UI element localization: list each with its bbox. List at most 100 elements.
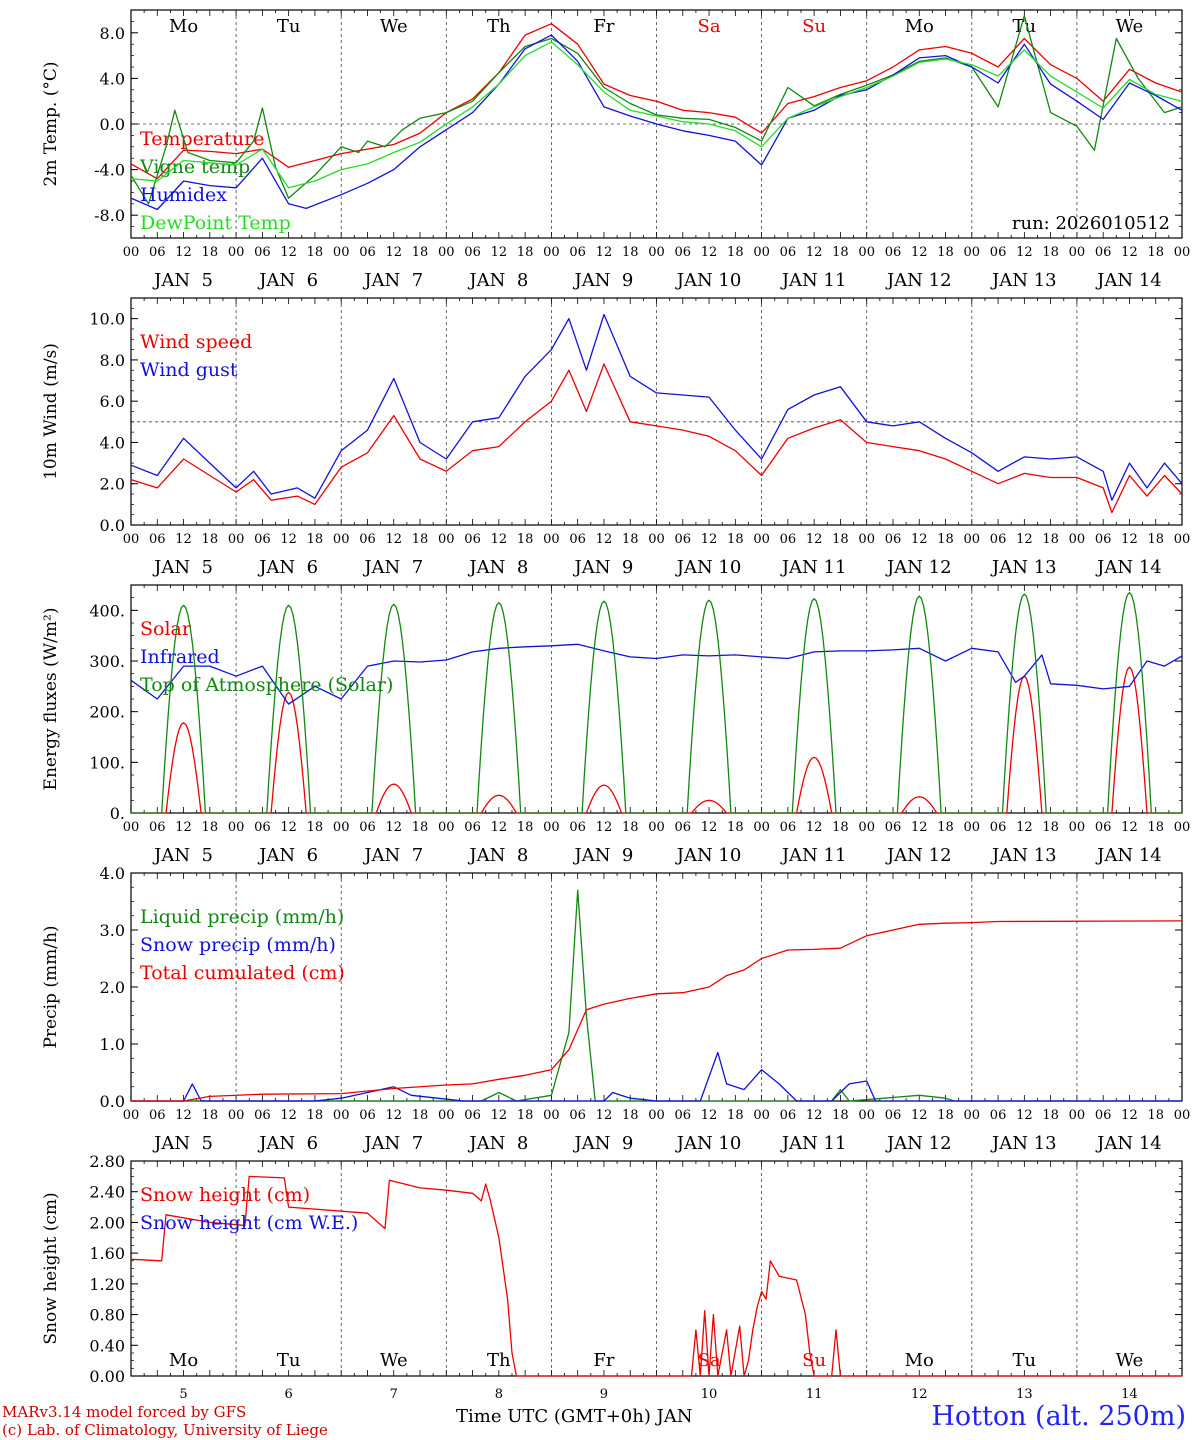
energy-y-tick-label: 100. — [89, 753, 125, 772]
energy-hour-label: 12 — [806, 820, 823, 835]
precip-hour-label: 00 — [333, 1108, 350, 1123]
wind-hour-label: 06 — [675, 532, 692, 547]
wind-hour-label: 12 — [806, 532, 823, 547]
energy-y-tick-label: 400. — [89, 601, 125, 620]
precip-y-axis-label: Precip (mm/h) — [41, 925, 61, 1048]
temp-hour-label: 18 — [937, 245, 954, 260]
precip-hour-label: 06 — [675, 1108, 692, 1123]
wind-series-line-wind-gust — [130, 313, 1183, 501]
weekday-label: Su — [802, 16, 826, 37]
temp-hour-label: 06 — [780, 245, 797, 260]
temp-hour-label: 18 — [832, 245, 849, 260]
precip-series-line-snow-precip-mm-h- — [131, 1051, 1182, 1102]
precip-y-tick-label: 1.0 — [100, 1035, 125, 1054]
precip-hour-label: 06 — [569, 1108, 586, 1123]
precip-hour-label: 18 — [412, 1108, 429, 1123]
weekday-label: Sa — [698, 16, 721, 37]
precip-hour-label: 12 — [491, 1108, 508, 1123]
wind-hour-label: 18 — [937, 532, 954, 547]
energy-hour-label: 00 — [543, 820, 560, 835]
energy-hour-label: 12 — [175, 820, 192, 835]
precip-date-label: JAN 12 — [885, 1133, 952, 1154]
weekday-label: Tu — [1013, 1350, 1037, 1371]
temp-legend-entry: Vigne temp — [139, 156, 250, 178]
wind-hour-label: 06 — [780, 532, 797, 547]
precip-date-label: JAN 9 — [573, 1133, 634, 1154]
temp-date-label: JAN 7 — [362, 270, 423, 291]
temp-date-label: JAN 6 — [257, 270, 318, 291]
weekday-label: Fr — [593, 16, 614, 37]
precip-hour-label: 12 — [1121, 1108, 1138, 1123]
wind-hour-label: 06 — [569, 532, 586, 547]
wind-hour-label: 06 — [990, 532, 1007, 547]
energy-date-label: JAN 10 — [675, 845, 742, 866]
wind-hour-label: 00 — [753, 532, 770, 547]
precip-hour-label: 12 — [1016, 1108, 1033, 1123]
snow-series-line-snow-height-cm- — [130, 1175, 1182, 1377]
precip-y-tick-label: 0.0 — [100, 1092, 125, 1111]
temp-hour-label: 18 — [412, 245, 429, 260]
precip-hour-label: 12 — [280, 1108, 297, 1123]
wind-hour-label: 06 — [464, 532, 481, 547]
temp-hour-label: 06 — [464, 245, 481, 260]
wind-hour-label: 18 — [412, 532, 429, 547]
energy-date-label: JAN 7 — [362, 845, 423, 866]
precip-hour-label: 06 — [254, 1108, 271, 1123]
wind-date-label: JAN 10 — [675, 557, 742, 578]
weekday-label: Mo — [905, 16, 934, 37]
wind-y-tick-label: 4.0 — [100, 433, 125, 452]
snow-y-tick-label: 1.20 — [89, 1275, 125, 1294]
day-number-label: 11 — [806, 1387, 823, 1402]
temp-hour-label: 06 — [569, 245, 586, 260]
wind-hour-label: 18 — [307, 532, 324, 547]
precip-hour-label: 18 — [727, 1108, 744, 1123]
wind-y-tick-label: 2.0 — [100, 475, 125, 494]
precip-hour-label: 00 — [1069, 1108, 1086, 1123]
day-number-label: 5 — [179, 1387, 187, 1402]
temp-hour-label: 00 — [753, 245, 770, 260]
energy-date-label: JAN 13 — [990, 845, 1057, 866]
precip-hour-label: 18 — [937, 1108, 954, 1123]
precip-hour-label: 00 — [648, 1108, 665, 1123]
snow-y-axis-label: Snow height (cm) — [41, 1192, 61, 1344]
day-number-label: 8 — [495, 1387, 503, 1402]
energy-hour-label: 06 — [990, 820, 1007, 835]
temp-date-label: JAN 12 — [885, 270, 952, 291]
wind-hour-label: 18 — [727, 532, 744, 547]
energy-legend-entry: Infrared — [140, 646, 220, 668]
precip-hour-label: 18 — [202, 1108, 219, 1123]
day-number-label: 6 — [285, 1387, 293, 1402]
wind-series-line-wind-speed — [130, 363, 1183, 514]
weekday-label: Su — [802, 1350, 826, 1371]
temp-hour-label: 12 — [1121, 245, 1138, 260]
temp-hour-label: 06 — [359, 245, 376, 260]
temp-hour-label: 00 — [333, 245, 350, 260]
energy-hour-label: 06 — [569, 820, 586, 835]
wind-hour-label: 00 — [333, 532, 350, 547]
temp-y-tick-label: -4.0 — [94, 161, 125, 180]
precip-date-label: JAN 10 — [675, 1133, 742, 1154]
temp-hour-label: 18 — [1042, 245, 1059, 260]
wind-hour-label: 12 — [175, 532, 192, 547]
temp-hour-label: 18 — [727, 245, 744, 260]
energy-hour-label: 00 — [438, 820, 455, 835]
precip-series-line-total-cumulated-cm- — [131, 920, 1183, 1102]
wind-hour-label: 12 — [596, 532, 613, 547]
wind-legend-entry: Wind speed — [140, 331, 252, 353]
precip-hour-label: 12 — [385, 1108, 402, 1123]
wind-hour-label: 00 — [438, 532, 455, 547]
temp-hour-label: 18 — [517, 245, 534, 260]
weekday-label: Mo — [169, 16, 198, 37]
wind-hour-label: 12 — [911, 532, 928, 547]
precip-hour-label: 00 — [438, 1108, 455, 1123]
precip-hour-label: 00 — [753, 1108, 770, 1123]
wind-y-tick-label: 6.0 — [100, 392, 125, 411]
weekday-label: Fr — [593, 1350, 614, 1371]
weekday-label: Tu — [1013, 16, 1037, 37]
temp-hour-label: 06 — [885, 245, 902, 260]
precip-hour-label: 12 — [911, 1108, 928, 1123]
precip-hour-label: 06 — [359, 1108, 376, 1123]
precip-legend-entry: Snow precip (mm/h) — [140, 934, 336, 956]
temp-hour-label: 12 — [175, 245, 192, 260]
